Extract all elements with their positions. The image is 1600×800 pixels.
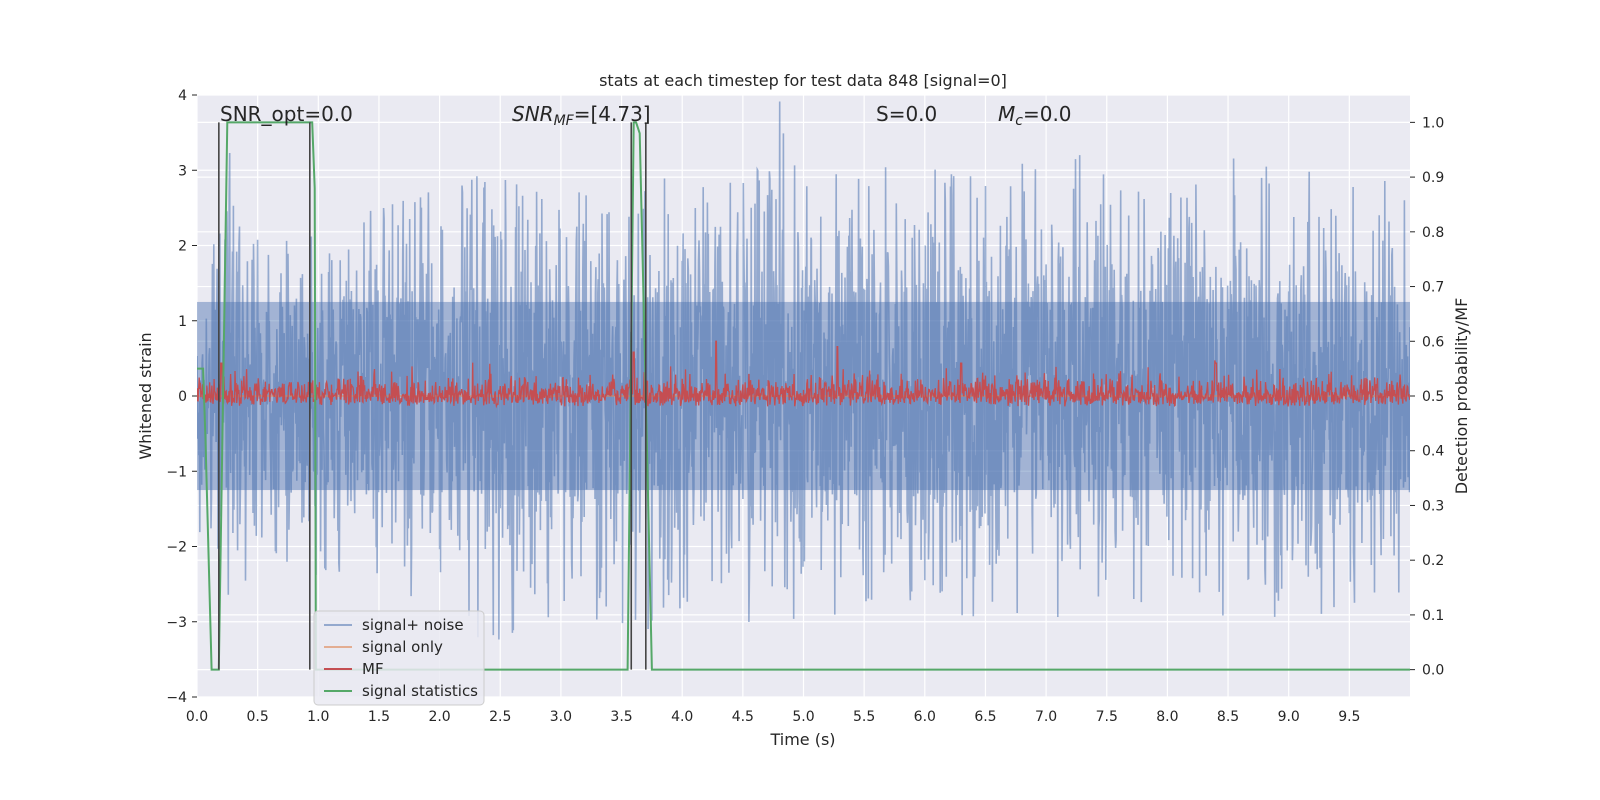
y-tick-label: −2 [166, 540, 187, 556]
y2-tick-label: 0.4 [1422, 444, 1444, 460]
legend-label-signal-only: signal only [362, 638, 443, 656]
y-tick-label: −4 [166, 690, 187, 706]
y-tick-label: 2 [178, 239, 187, 255]
y-tick-label: 3 [178, 163, 187, 179]
x-tick-label: 4.5 [732, 709, 754, 725]
y2-tick-label: 0.1 [1422, 608, 1444, 624]
y2-tick-label: 0.3 [1422, 498, 1444, 514]
x-tick-label: 9.5 [1338, 709, 1360, 725]
mc-sub: c [1015, 113, 1023, 129]
y-tick-label: 1 [178, 314, 187, 330]
annotation-snr-mf: SNRMF=[4.73] [512, 102, 651, 129]
mc-value: =0.0 [1023, 102, 1072, 126]
y2-axis-title: Detection probability/MF [1452, 298, 1471, 495]
y2-tick-label: 1.0 [1422, 115, 1444, 131]
y2-tick-label: 0.7 [1422, 280, 1444, 296]
mc-prefix: M [998, 102, 1015, 126]
y-tick-label: 0 [178, 389, 187, 405]
snr-mf-prefix: SNR [512, 102, 554, 126]
legend-box [313, 610, 485, 706]
snr-mf-sub: MF [554, 113, 575, 129]
x-tick-label: 0.5 [247, 709, 269, 725]
y-axis-title: Whitened strain [136, 332, 155, 459]
series-mf [197, 340, 1410, 409]
vertical-markers [218, 122, 647, 670]
mf-line [197, 340, 1410, 409]
annotation-s: S=0.0 [876, 102, 937, 126]
y2-tick-label: 0.2 [1422, 553, 1444, 569]
chart-title: stats at each timestep for test data 848… [599, 71, 1007, 90]
y2-tick-label: 0.8 [1422, 225, 1444, 241]
legend-label-signal-noise: signal+ noise [362, 616, 464, 634]
annotation-snr-opt: SNR_opt=0.0 [220, 102, 353, 126]
x-tick-label: 1.5 [368, 709, 390, 725]
y2-tick-label: 0.5 [1422, 389, 1444, 405]
snr-mf-value: =[4.73] [574, 102, 651, 126]
annotation-mc: Mc=0.0 [998, 102, 1072, 129]
y-tick-label: −1 [166, 464, 187, 480]
y2-tick-label: 0.9 [1422, 170, 1444, 186]
x-tick-label: 9.0 [1278, 709, 1300, 725]
x-tick-label: 2.5 [489, 709, 511, 725]
x-tick-label: 8.5 [1217, 709, 1239, 725]
x-tick-label: 7.0 [1035, 709, 1057, 725]
y-tick-labels: 4 3 2 1 0 −1 −2 −3 −4 [166, 88, 197, 706]
x-tick-label: 8.0 [1156, 709, 1178, 725]
x-tick-label: 2.0 [428, 709, 450, 725]
x-axis-title: Time (s) [769, 730, 835, 749]
x-tick-label: 7.5 [1096, 709, 1118, 725]
y2-tick-label: 0.6 [1422, 334, 1444, 350]
x-tick-label: 4.0 [671, 709, 693, 725]
x-tick-label: 3.0 [550, 709, 572, 725]
x-tick-label: 1.0 [307, 709, 329, 725]
y-tick-label: 4 [178, 88, 187, 104]
x-tick-label: 0.0 [186, 709, 208, 725]
x-tick-labels: 0.0 0.5 1.0 1.5 2.0 2.5 3.0 3.5 4.0 4.5 5.0 5.5 6.0 6… [186, 709, 1361, 725]
legend-label-signal-statistics: signal statistics [362, 682, 478, 700]
x-tick-label: 5.0 [792, 709, 814, 725]
x-tick-label: 6.5 [974, 709, 996, 725]
y2-tick-label: 0.0 [1422, 663, 1444, 679]
y-tick-label: −3 [166, 615, 187, 631]
x-tick-label: 3.5 [610, 709, 632, 725]
y2-tick-labels: 1.0 0.9 0.8 0.7 0.6 0.5 0.4 0.3 0.2 0.1 0.0 [1410, 115, 1444, 679]
legend: signal+ noise signal only MF signal stat… [313, 610, 485, 706]
x-tick-label: 6.0 [914, 709, 936, 725]
legend-label-mf: MF [362, 660, 384, 678]
x-tick-label: 5.5 [853, 709, 875, 725]
